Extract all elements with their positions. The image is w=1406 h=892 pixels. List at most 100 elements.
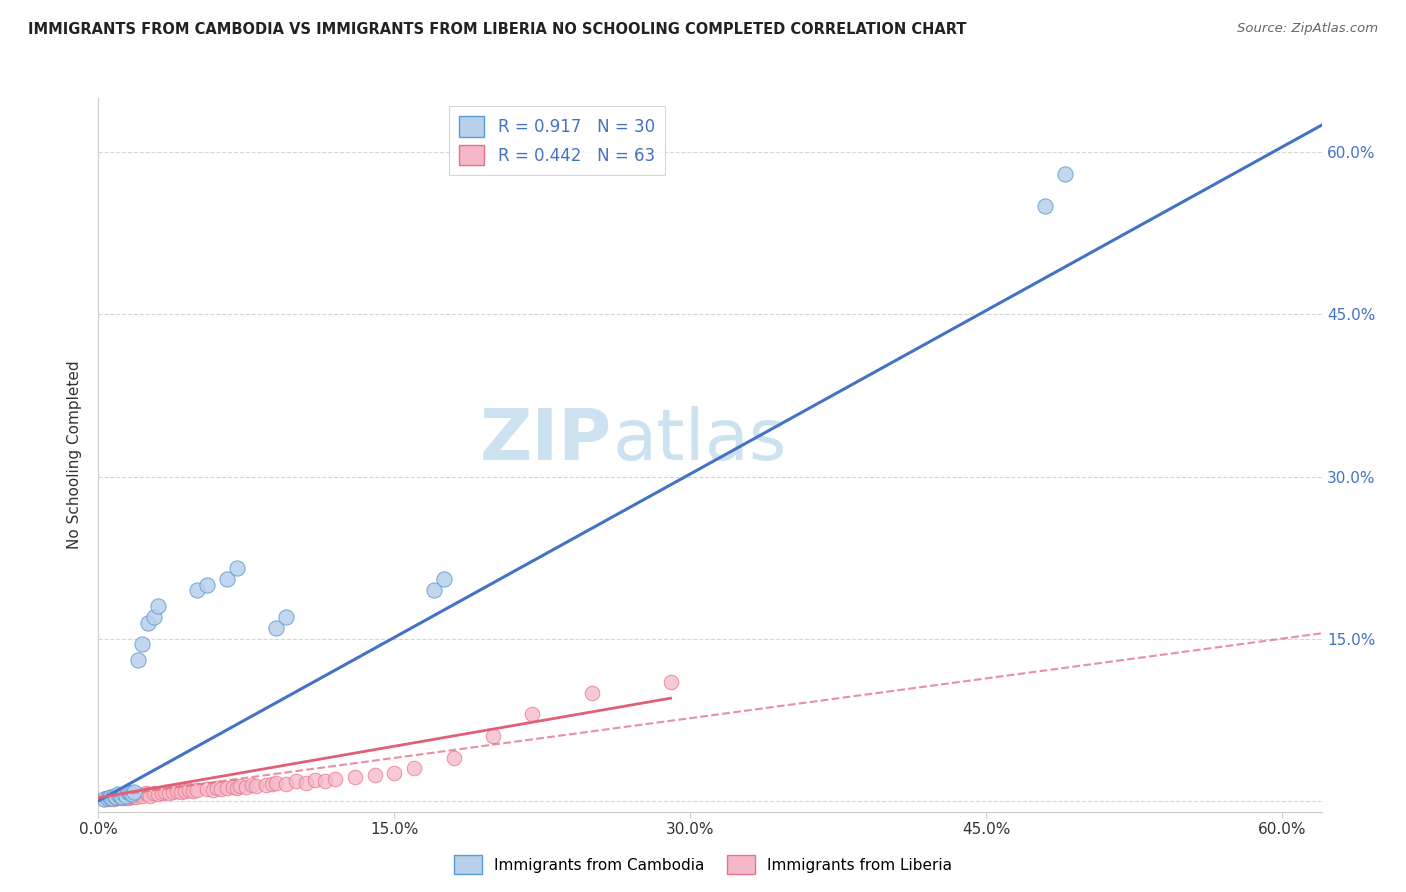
Point — [117, 785, 139, 799]
Text: IMMIGRANTS FROM CAMBODIA VS IMMIGRANTS FROM LIBERIA NO SCHOOLING COMPLETED CORRE: IMMIGRANTS FROM CAMBODIA VS IMMIGRANTS F… — [28, 22, 966, 37]
Point — [131, 789, 153, 803]
Point — [215, 780, 238, 795]
Y-axis label: No Schooling Completed: No Schooling Completed — [67, 360, 83, 549]
Point — [274, 610, 297, 624]
Point — [111, 789, 134, 804]
Point — [162, 785, 184, 799]
Text: Source: ZipAtlas.com: Source: ZipAtlas.com — [1237, 22, 1378, 36]
Point — [122, 789, 145, 803]
Point — [264, 775, 287, 789]
Point — [122, 785, 145, 799]
Point — [138, 789, 160, 803]
Point — [117, 790, 139, 805]
Point — [98, 790, 121, 805]
Point — [1035, 199, 1057, 213]
Legend: Immigrants from Cambodia, Immigrants from Liberia: Immigrants from Cambodia, Immigrants fro… — [449, 849, 957, 880]
Legend: R = 0.917   N = 30, R = 0.442   N = 63: R = 0.917 N = 30, R = 0.442 N = 63 — [450, 106, 665, 176]
Point — [127, 653, 149, 667]
Point — [105, 789, 128, 804]
Point — [108, 790, 131, 805]
Point — [229, 779, 252, 793]
Point — [304, 773, 326, 788]
Point — [146, 599, 169, 614]
Point — [260, 776, 283, 790]
Point — [209, 782, 232, 797]
Point — [254, 778, 277, 792]
Point — [98, 789, 121, 804]
Point — [142, 786, 165, 800]
Point — [97, 791, 120, 805]
Point — [127, 788, 149, 802]
Point — [136, 615, 159, 630]
Point — [284, 774, 307, 789]
Point — [522, 707, 544, 722]
Point — [135, 786, 157, 800]
Point — [118, 789, 141, 803]
Point — [482, 729, 505, 743]
Point — [186, 583, 208, 598]
Point — [1054, 167, 1077, 181]
Point — [93, 791, 115, 805]
Point — [215, 572, 238, 586]
Point — [107, 789, 129, 804]
Point — [131, 637, 153, 651]
Point — [166, 784, 188, 798]
Point — [108, 789, 131, 803]
Point — [443, 750, 465, 764]
Point — [343, 770, 366, 784]
Point — [112, 788, 135, 802]
Point — [294, 775, 316, 789]
Point — [235, 780, 257, 794]
Point — [97, 790, 120, 805]
Point — [142, 610, 165, 624]
Point — [150, 786, 173, 800]
Point — [659, 675, 682, 690]
Point — [581, 686, 603, 700]
Point — [264, 621, 287, 635]
Point — [181, 784, 204, 798]
Point — [205, 780, 228, 795]
Point — [404, 762, 426, 776]
Point — [186, 783, 208, 797]
Point — [155, 785, 177, 799]
Point — [115, 789, 138, 803]
Point — [195, 782, 218, 797]
Point — [121, 788, 143, 802]
Point — [121, 789, 143, 804]
Point — [363, 768, 385, 782]
Point — [136, 788, 159, 802]
Point — [179, 783, 201, 797]
Point — [221, 780, 243, 794]
Point — [240, 778, 263, 792]
Point — [159, 786, 181, 800]
Point — [103, 789, 125, 803]
Point — [112, 790, 135, 805]
Point — [225, 780, 247, 795]
Point — [323, 772, 346, 787]
Point — [433, 572, 456, 586]
Point — [118, 786, 141, 800]
Point — [111, 789, 134, 804]
Text: atlas: atlas — [612, 406, 786, 475]
Point — [93, 791, 115, 805]
Point — [101, 790, 124, 805]
Point — [107, 788, 129, 802]
Point — [105, 790, 128, 805]
Text: ZIP: ZIP — [479, 406, 612, 475]
Point — [103, 791, 125, 805]
Point — [174, 784, 197, 798]
Point — [96, 790, 118, 805]
Point — [195, 577, 218, 591]
Point — [201, 783, 224, 797]
Point — [274, 776, 297, 790]
Point — [170, 785, 193, 799]
Point — [146, 788, 169, 802]
Point — [225, 561, 247, 575]
Point — [115, 789, 138, 804]
Point — [101, 789, 124, 804]
Point — [382, 765, 405, 780]
Point — [314, 774, 336, 789]
Point — [423, 583, 446, 598]
Point — [125, 789, 148, 804]
Point — [245, 779, 267, 793]
